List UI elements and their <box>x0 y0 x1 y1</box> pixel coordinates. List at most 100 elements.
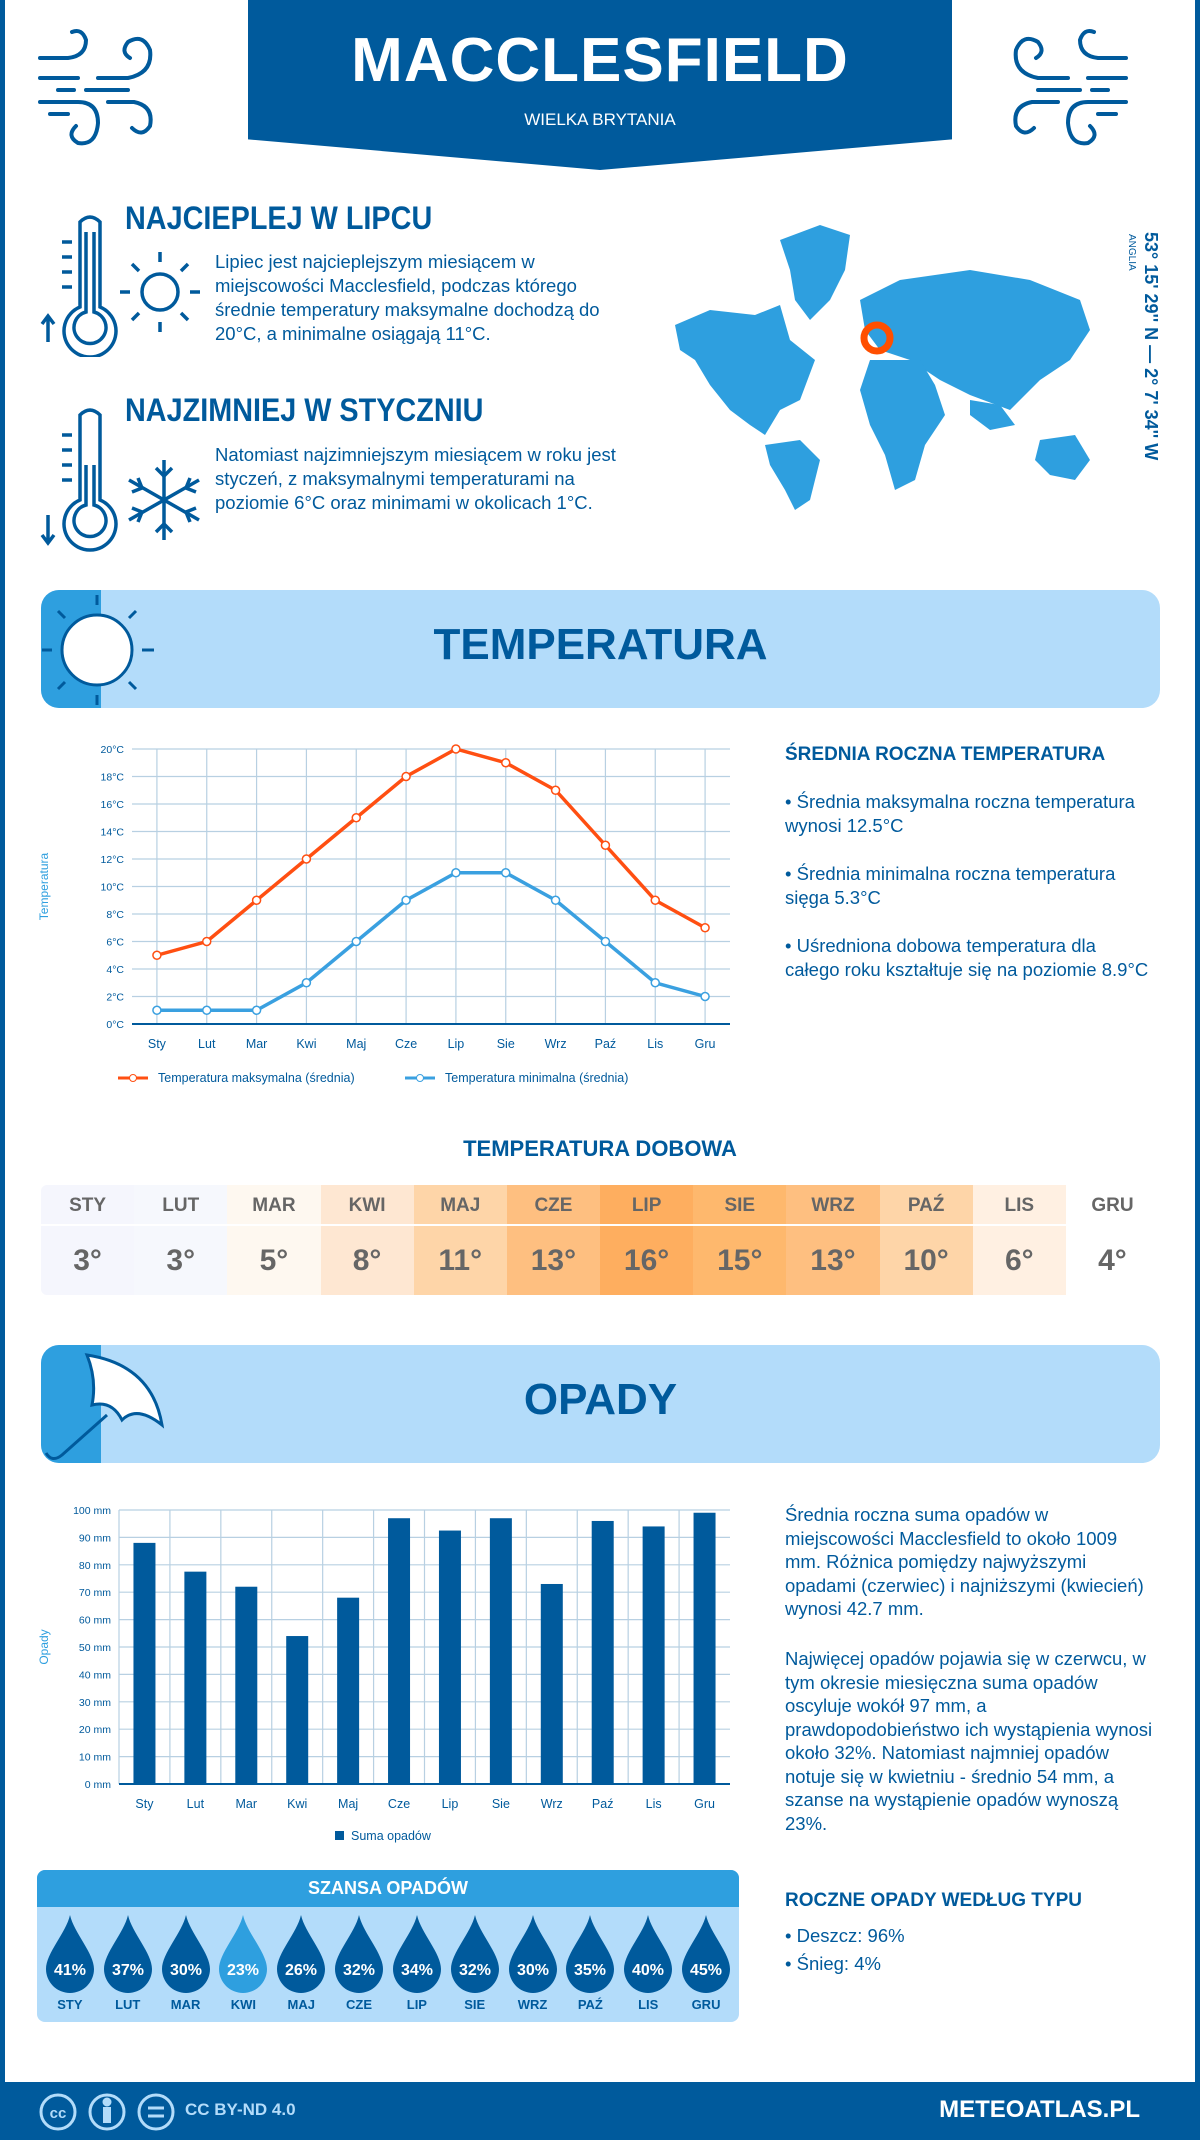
y-tick-label: 20°C <box>101 744 125 756</box>
coldest-text: Natomiast najzimniejszym miesiącem w rok… <box>215 444 616 513</box>
precip-chance-panel: SZANSA OPADÓW 41% STY 37% LUT 30% MAR 23% KWI 26… <box>37 1870 739 2022</box>
y-axis-label: Temperatura <box>37 852 51 920</box>
y-tick-label: 70 mm <box>79 1587 111 1599</box>
chance-value: 23% <box>227 1962 259 1979</box>
cc-icon <box>39 2093 77 2131</box>
warmest-text: Lipiec jest najcieplejszym miesiącem w m… <box>215 251 600 344</box>
temp-value: 8° <box>352 1243 382 1277</box>
y-tick-label: 10°C <box>101 882 125 894</box>
data-point <box>550 785 561 795</box>
raindrop-icon: 23% <box>219 1915 268 1993</box>
daily-temp-lip: LIP 16° <box>600 1185 694 1295</box>
daily-temp-cze: CZE 13° <box>506 1185 601 1295</box>
raindrop-icon: 37% <box>103 1915 152 1993</box>
chance-value: 37% <box>112 1962 144 1979</box>
x-tick-label: Paź <box>592 1797 614 1811</box>
precip-chance-wrz: 30% WRZ <box>505 1913 561 2012</box>
x-tick-label: Sty <box>135 1797 154 1811</box>
x-tick-label: Lip <box>442 1797 459 1811</box>
precip-chance-mar: 30% MAR <box>158 1913 214 2012</box>
x-tick-label: Wrz <box>541 1797 563 1811</box>
month-label: MAR <box>170 1997 201 2012</box>
bar <box>438 1530 461 1784</box>
wind-icon <box>1013 29 1128 146</box>
raindrop-icon: 30% <box>161 1915 210 1993</box>
month-label: LIP <box>406 1997 427 2012</box>
chance-value: 30% <box>517 1962 549 1979</box>
daily-temp-lis: LIS 6° <box>972 1185 1066 1295</box>
data-point <box>650 978 660 988</box>
y-tick-label: 10 mm <box>79 1752 111 1764</box>
temp-value: 6° <box>1004 1243 1034 1277</box>
annual-max-text: • Średnia maksymalna roczna temperatura … <box>785 791 1135 836</box>
temp-value: 16° <box>623 1243 670 1277</box>
precip-chance-kwi: 23% KWI <box>215 1913 271 2012</box>
bar <box>235 1586 258 1784</box>
license-icons: cc <box>39 2093 175 2131</box>
data-point <box>251 895 262 905</box>
bar <box>642 1526 665 1784</box>
month-label: LIS <box>972 1185 1066 1226</box>
data-point <box>501 868 511 878</box>
license-text: CC BY-ND 4.0 <box>185 2100 296 2119</box>
daily-temp-kwi: KWI 8° <box>320 1185 414 1295</box>
legend-label: Temperatura maksymalna (średnia) <box>158 1071 355 1085</box>
thermometer-hot-icon <box>40 215 200 357</box>
continents <box>675 225 1090 510</box>
daily-temp-gru: GRU 4° <box>1065 1185 1159 1295</box>
chance-value: 32% <box>343 1962 375 1979</box>
data-point <box>600 840 611 850</box>
month-label: WRZ <box>517 1997 548 2012</box>
daily-temp-table: STY 3° LUT 3° MAR 5° KWI 8° MAJ 11° CZE 13° LIP 16° SI… <box>41 1185 1159 1295</box>
temp-value: 3° <box>166 1243 196 1277</box>
y-tick-label: 40 mm <box>79 1669 111 1681</box>
legend-marker <box>129 1074 137 1082</box>
x-tick-label: Kwi <box>287 1797 307 1811</box>
precip-summary-text: Średnia roczna suma opadów w miejscowośc… <box>785 1504 1144 1619</box>
month-label: KWI <box>320 1185 414 1226</box>
umbrella-icon <box>44 1353 165 1460</box>
y-tick-label: 14°C <box>101 827 125 839</box>
page-frame <box>0 0 1200 2085</box>
data-point <box>301 854 312 864</box>
chance-value: 30% <box>170 1962 202 1979</box>
month-label: GRU <box>1065 1185 1159 1226</box>
temperature-title: TEMPERATURA <box>433 620 768 669</box>
precip-chance-lis: 40% LIS <box>620 1913 676 2012</box>
x-tick-label: Lis <box>646 1797 662 1811</box>
world-map <box>675 225 1090 510</box>
precip-chance-lut: 37% LUT <box>100 1913 156 2012</box>
bar <box>540 1583 563 1784</box>
month-label: LIS <box>638 1997 659 2012</box>
daily-temp-sie: SIE 15° <box>693 1185 787 1295</box>
site-link[interactable]: METEOATLAS.PL <box>939 2096 1140 2123</box>
chance-value: 35% <box>574 1962 606 1979</box>
month-label: STY <box>41 1185 135 1226</box>
temp-value: 5° <box>259 1243 289 1277</box>
raindrop-icon: 40% <box>624 1915 673 1993</box>
month-label: CZE <box>506 1185 601 1226</box>
x-tick-label: Wrz <box>545 1037 567 1051</box>
x-tick-label: Sie <box>492 1797 510 1811</box>
x-tick-label: Lip <box>448 1037 465 1051</box>
month-label: CZE <box>346 1997 373 2012</box>
data-point <box>351 936 361 947</box>
sun-icon <box>42 595 154 705</box>
x-tick-label: Paź <box>595 1037 617 1051</box>
y-tick-label: 2°C <box>106 992 124 1004</box>
precip-chance-lip: 34% LIP <box>389 1913 445 2012</box>
data-point <box>202 1005 212 1015</box>
y-tick-label: 18°C <box>101 772 125 784</box>
chance-value: 26% <box>285 1962 317 1979</box>
daily-temp-lut: LUT 3° <box>134 1185 228 1295</box>
coordinates: 53° 15' 29'' N — 2° 7' 34'' W <box>1141 232 1161 461</box>
month-label: WRZ <box>786 1185 880 1226</box>
y-tick-label: 100 mm <box>73 1505 111 1517</box>
daily-temp-sty: STY 3° <box>41 1185 135 1295</box>
data-point <box>301 978 312 988</box>
month-label: SIE <box>464 1997 486 2012</box>
daily-temp-mar: MAR 5° <box>227 1185 321 1295</box>
month-label: LIP <box>600 1185 694 1226</box>
y-tick-label: 60 mm <box>79 1615 111 1627</box>
wind-icon <box>38 29 153 146</box>
